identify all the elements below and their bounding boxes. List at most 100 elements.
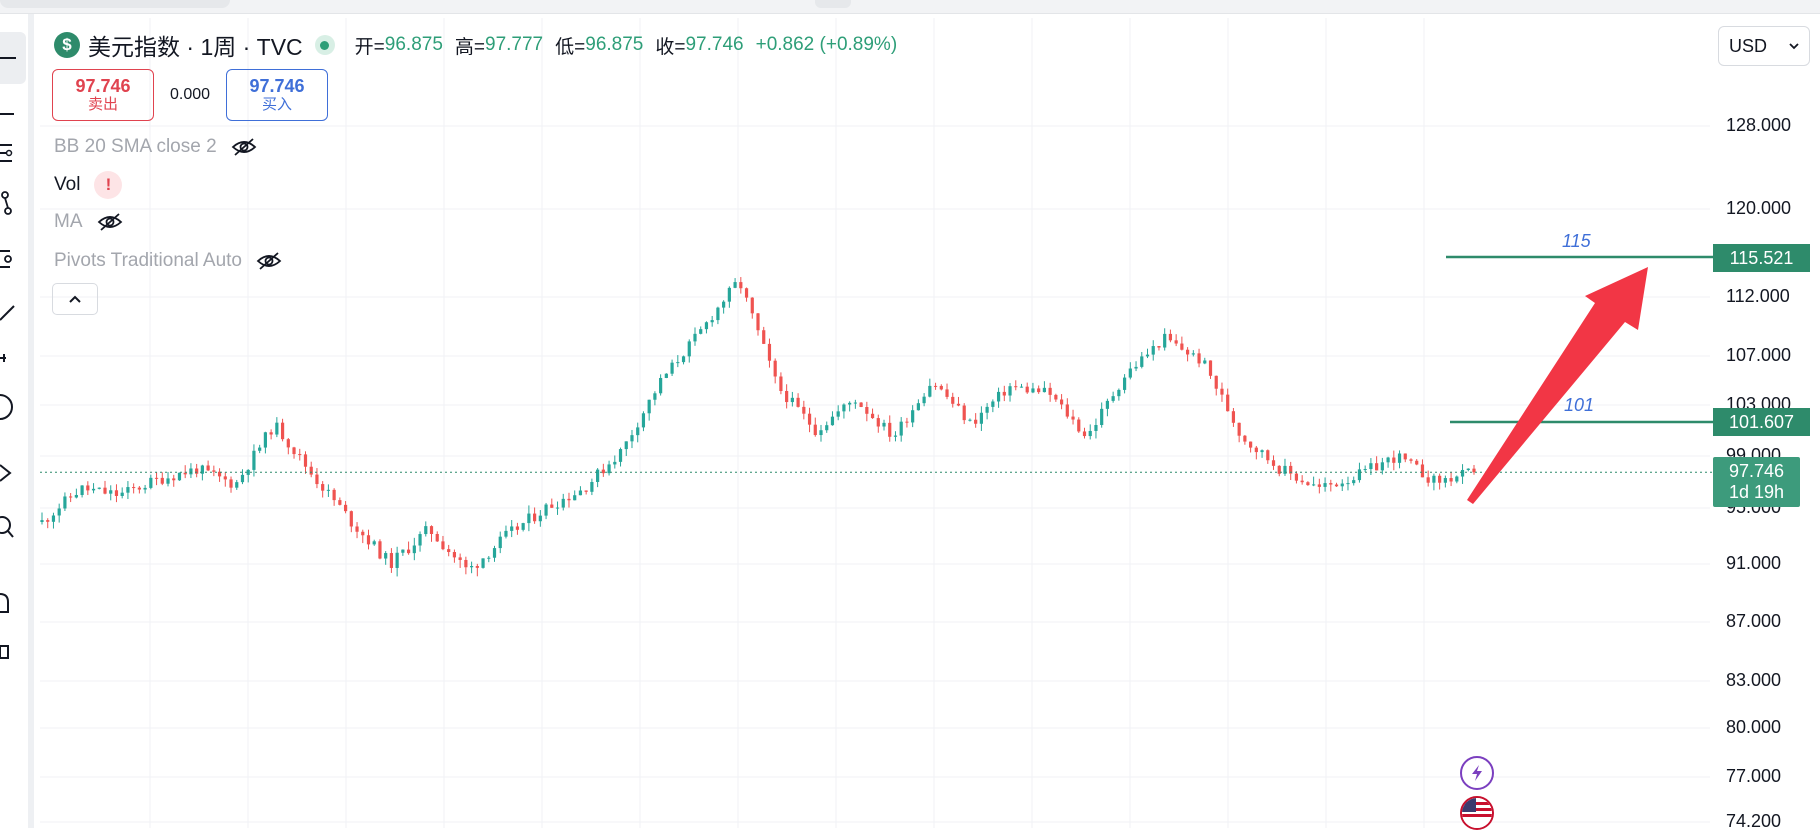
- fib-tool-icon[interactable]: [0, 140, 26, 166]
- candle-body: [939, 385, 943, 390]
- eye-hidden-icon[interactable]: [231, 138, 257, 156]
- hline-label-101: 101: [1564, 395, 1595, 415]
- candle-body: [137, 487, 141, 490]
- lightning-icon[interactable]: [1460, 756, 1494, 790]
- candle-body: [470, 566, 474, 568]
- price-axis-label: 128.000: [1726, 115, 1792, 135]
- candle-body: [114, 490, 119, 496]
- candle-body: [727, 287, 731, 302]
- candle-body: [951, 396, 955, 404]
- candle-body: [229, 479, 233, 488]
- currency-select[interactable]: USD: [1718, 26, 1810, 66]
- high-value: 97.777: [485, 34, 544, 55]
- candle-body: [676, 362, 680, 364]
- candle-body: [985, 406, 989, 413]
- candle-body: [1231, 411, 1236, 423]
- candle-body: [1014, 386, 1018, 388]
- candle-body: [1260, 450, 1264, 453]
- candle-body: [235, 482, 239, 488]
- price-axis-label: 120.000: [1726, 198, 1792, 218]
- symbol-title[interactable]: 美元指数 · 1周 · TVC: [88, 34, 303, 60]
- candle-body: [796, 397, 800, 407]
- candle-body: [722, 301, 726, 308]
- trend-line-tool-icon[interactable]: [0, 100, 26, 126]
- candle-body: [1420, 464, 1425, 478]
- candle-body: [349, 511, 353, 527]
- market-status-dot-icon[interactable]: [314, 35, 335, 55]
- candle-body: [1145, 354, 1150, 357]
- candle-body: [1122, 377, 1127, 390]
- sell-button[interactable]: 97.746 卖出: [52, 69, 154, 121]
- zoom-tool-icon[interactable]: [0, 514, 26, 540]
- emoji-tool-icon[interactable]: [0, 394, 26, 420]
- indicator-pivots[interactable]: Pivots Traditional Auto: [54, 250, 282, 272]
- indicator-bb[interactable]: BB 20 SMA close 2: [54, 136, 257, 158]
- candle-body: [435, 533, 439, 542]
- buy-label: 买入: [261, 95, 292, 113]
- candle-body: [200, 465, 204, 474]
- browser-tab-small[interactable]: [815, 0, 851, 8]
- candle-body: [1174, 340, 1178, 344]
- candle-body: [681, 356, 686, 363]
- candle-body: [1443, 478, 1447, 483]
- candle-body: [1071, 416, 1075, 420]
- price-axis-label: 112.000: [1726, 286, 1790, 306]
- indicator-ma[interactable]: MA: [54, 211, 123, 233]
- eye-hidden-icon[interactable]: [256, 252, 282, 270]
- candle-body: [1460, 469, 1465, 477]
- candle-body: [458, 557, 462, 560]
- browser-tab[interactable]: [0, 0, 230, 8]
- candle-body: [905, 421, 909, 423]
- price-axis-label: 77.000: [1726, 766, 1782, 786]
- eye-hidden-icon[interactable]: [97, 213, 123, 231]
- candle-body: [1455, 476, 1459, 482]
- candle-body: [1346, 483, 1350, 485]
- candle-body: [441, 541, 445, 550]
- collapse-legend-button[interactable]: [52, 283, 98, 315]
- hline-price-tag[interactable]: 101.607: [1713, 408, 1810, 436]
- ruler-tool-icon[interactable]: [0, 460, 26, 486]
- candle-body: [223, 476, 227, 480]
- candle-body: [195, 468, 199, 474]
- lock-tool-icon[interactable]: [0, 588, 26, 614]
- candle-body: [510, 526, 514, 531]
- trade-panel: 97.746 卖出 0.000 97.746 买入: [52, 69, 328, 121]
- candle-body: [286, 439, 290, 448]
- candle-body: [246, 469, 250, 475]
- candle-body: [1466, 468, 1470, 470]
- candle-body: [263, 432, 267, 448]
- visibility-tool-icon[interactable]: [0, 636, 26, 662]
- price-chart[interactable]: [40, 18, 1820, 828]
- us-flag-icon[interactable]: [1460, 796, 1494, 830]
- candle-body: [515, 526, 520, 530]
- crosshair-tool-icon[interactable]: [0, 32, 26, 84]
- buy-button[interactable]: 97.746 买入: [226, 69, 328, 121]
- chart-pane[interactable]: [40, 18, 1820, 828]
- candle-body: [1334, 484, 1339, 487]
- warning-icon[interactable]: !: [94, 171, 123, 199]
- projection-tool-icon[interactable]: [0, 246, 26, 272]
- text-tool-icon[interactable]: [0, 344, 26, 370]
- price-axis-label: 74.200: [1726, 811, 1782, 831]
- candle-body: [361, 531, 365, 536]
- pattern-tool-icon[interactable]: [0, 190, 26, 216]
- candle-body: [1042, 387, 1046, 393]
- hline-price-tag[interactable]: 115.521: [1713, 244, 1810, 272]
- indicator-vol[interactable]: Vol !: [54, 171, 123, 199]
- candle-body: [573, 495, 577, 501]
- candle-body: [704, 322, 709, 330]
- candle-body: [160, 477, 164, 484]
- candle-body: [292, 447, 296, 455]
- candle-body: [1300, 480, 1304, 483]
- candle-body: [1249, 441, 1253, 448]
- sell-label: 卖出: [87, 95, 118, 113]
- candle-body: [252, 450, 256, 470]
- candle-body: [69, 496, 73, 498]
- candle-body: [1340, 483, 1344, 487]
- candle-body: [1220, 388, 1224, 395]
- brush-tool-icon[interactable]: [0, 298, 26, 324]
- candle-body: [1094, 424, 1098, 431]
- candle-body: [429, 526, 434, 534]
- candle-body: [911, 410, 915, 423]
- candle-body: [710, 320, 714, 323]
